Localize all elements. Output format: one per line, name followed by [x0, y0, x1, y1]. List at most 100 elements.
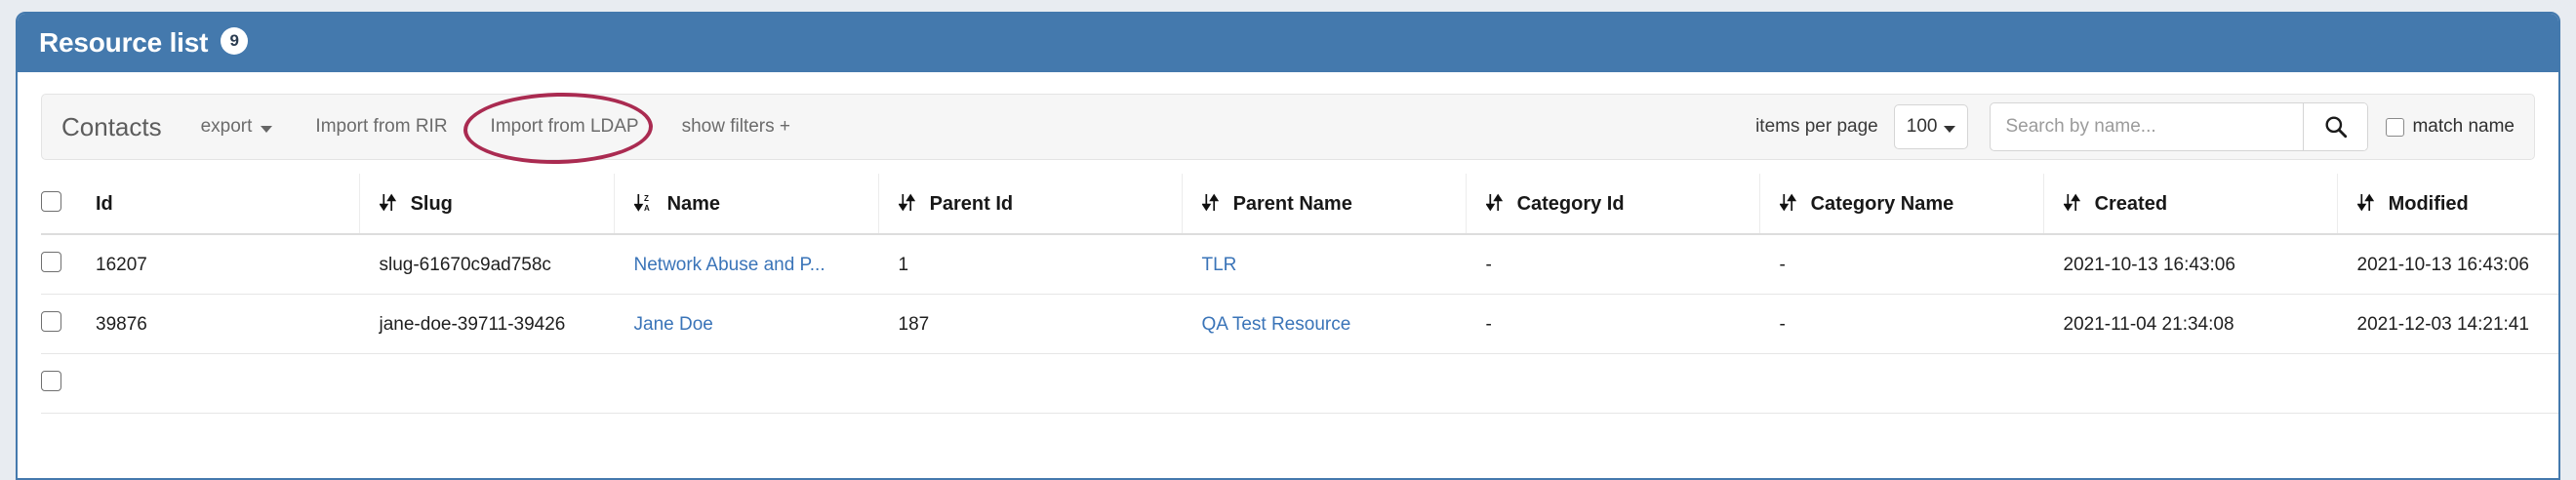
row-select-cell	[41, 353, 96, 414]
resource-count-badge: 9	[221, 27, 249, 55]
panel-body: Contacts export Import from RIR Import f…	[18, 72, 2558, 414]
table-body: 16207 slug-61670c9ad758c Network Abuse a…	[41, 234, 2558, 414]
cell-category-name	[1759, 353, 2044, 414]
row-checkbox[interactable]	[41, 371, 61, 391]
cell-modified: 2021-10-13 16:43:06	[2337, 234, 2558, 295]
column-header-category-name[interactable]: Category Name	[1759, 174, 2044, 235]
cell-created: 2021-10-13 16:43:06	[2043, 234, 2338, 295]
cell-slug	[359, 353, 615, 414]
cell-parent-name: TLR	[1182, 234, 1467, 295]
column-header-modified[interactable]: Modified	[2337, 174, 2558, 235]
select-all-checkbox[interactable]	[41, 191, 61, 212]
panel-header: Resource list 9	[18, 14, 2558, 72]
items-per-page-label: items per page	[1755, 116, 1878, 137]
table-row[interactable]	[41, 353, 2558, 414]
sort-both-icon	[380, 193, 396, 212]
table-head: Id Slug Z A	[41, 174, 2558, 235]
sort-both-icon	[1780, 193, 1796, 212]
page-title: Resource list	[39, 27, 209, 58]
match-name-checkbox[interactable]: match name	[2386, 116, 2515, 138]
toolbar-left-group: Contacts export Import from RIR Import f…	[61, 90, 790, 167]
resource-list-panel: Resource list 9 Contacts export Import f…	[16, 12, 2560, 480]
export-dropdown[interactable]: export	[201, 116, 273, 138]
cell-id: 16207	[96, 234, 360, 295]
column-header-parent-id[interactable]: Parent Id	[878, 174, 1183, 235]
cell-category-name: -	[1759, 294, 2044, 354]
import-from-ldap-button[interactable]: Import from LDAP	[490, 116, 639, 137]
chevron-down-icon	[261, 125, 273, 133]
column-header-slug[interactable]: Slug	[359, 174, 615, 235]
cell-name: Network Abuse and P...	[614, 234, 879, 295]
resource-table: Id Slug Z A	[41, 174, 2558, 414]
cell-parent-id	[878, 353, 1183, 414]
table-toolbar: Contacts export Import from RIR Import f…	[41, 90, 2535, 167]
toolbar-heading: Contacts	[61, 111, 162, 141]
column-header-category-id[interactable]: Category Id	[1466, 174, 1760, 235]
column-header-created[interactable]: Created	[2043, 174, 2338, 235]
cell-category-id: -	[1466, 234, 1760, 295]
column-label-category-id: Category Id	[1516, 193, 1625, 215]
cell-name: Jane Doe	[614, 294, 879, 354]
sort-alpha-desc-icon: Z A	[634, 194, 650, 212]
items-per-page-select[interactable]: 100	[1893, 104, 1969, 149]
cell-id: 39876	[96, 294, 360, 354]
row-checkbox[interactable]	[41, 311, 61, 332]
column-label-name: Name	[666, 193, 721, 215]
column-label-parent-name: Parent Name	[1232, 193, 1352, 215]
table-row[interactable]: 39876 jane-doe-39711-39426 Jane Doe 187 …	[41, 294, 2558, 354]
sort-both-icon	[2357, 193, 2374, 212]
parent-name-link[interactable]: TLR	[1201, 254, 1237, 275]
search-icon	[2325, 116, 2348, 139]
chevron-down-icon	[1944, 125, 1956, 133]
import-from-ldap-group: Import from LDAP	[462, 90, 654, 167]
sort-both-icon	[1486, 193, 1503, 212]
toolbar-right-group: items per page 100 ma	[1755, 102, 2515, 151]
show-filters-toggle[interactable]: show filters +	[681, 116, 790, 137]
sort-both-icon	[1202, 193, 1219, 212]
column-label-parent-id: Parent Id	[929, 193, 1014, 215]
checkbox-box[interactable]	[2386, 117, 2405, 137]
column-label-id: Id	[96, 193, 113, 215]
select-all-header	[41, 174, 96, 235]
resource-name-link[interactable]: Jane Doe	[633, 313, 713, 335]
column-label-slug: Slug	[410, 193, 453, 215]
cell-category-id	[1466, 353, 1760, 414]
column-header-id[interactable]: Id	[96, 174, 360, 235]
svg-text:Z: Z	[644, 194, 649, 203]
cell-parent-id: 187	[878, 294, 1183, 354]
cell-parent-id: 1	[878, 234, 1183, 295]
cell-modified	[2337, 353, 2558, 414]
row-select-cell	[41, 294, 96, 354]
search-input[interactable]	[1991, 103, 2304, 150]
search-button[interactable]	[2303, 103, 2368, 150]
column-label-modified: Modified	[2388, 193, 2469, 215]
parent-name-link[interactable]: QA Test Resource	[1201, 313, 1351, 335]
search-group	[1990, 102, 2369, 151]
sort-both-icon	[899, 193, 915, 212]
table-row[interactable]: 16207 slug-61670c9ad758c Network Abuse a…	[41, 234, 2558, 295]
column-header-parent-name[interactable]: Parent Name	[1182, 174, 1467, 235]
cell-parent-name	[1182, 353, 1467, 414]
table-header-row: Id Slug Z A	[41, 174, 2558, 235]
svg-text:A: A	[644, 204, 650, 212]
cell-parent-name: QA Test Resource	[1182, 294, 1467, 354]
cell-category-id: -	[1466, 294, 1760, 354]
cell-name	[614, 353, 879, 414]
import-from-rir-button[interactable]: Import from RIR	[315, 116, 448, 137]
cell-created	[2043, 353, 2338, 414]
column-label-created: Created	[2094, 193, 2168, 215]
cell-category-name: -	[1759, 234, 2044, 295]
cell-created: 2021-11-04 21:34:08	[2043, 294, 2338, 354]
sort-both-icon	[2064, 193, 2080, 212]
column-header-name[interactable]: Z A Name	[614, 174, 879, 235]
cell-slug: slug-61670c9ad758c	[359, 234, 615, 295]
column-label-category-name: Category Name	[1810, 193, 1954, 215]
cell-modified: 2021-12-03 14:21:41	[2337, 294, 2558, 354]
row-checkbox[interactable]	[41, 252, 61, 272]
items-per-page-value: 100	[1906, 116, 1938, 137]
export-label: export	[200, 116, 253, 137]
row-select-cell	[41, 234, 96, 295]
resource-name-link[interactable]: Network Abuse and P...	[633, 254, 825, 275]
cell-slug: jane-doe-39711-39426	[359, 294, 615, 354]
match-name-label: match name	[2412, 116, 2515, 137]
